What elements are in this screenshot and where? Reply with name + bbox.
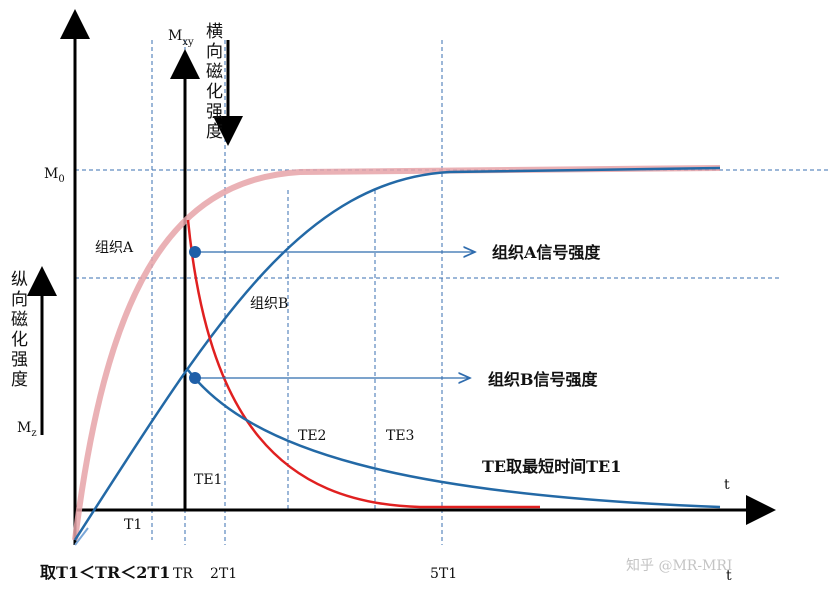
- signal-a-point: [189, 246, 201, 258]
- 5t1-label: 5T1: [430, 566, 457, 582]
- mxy-symbol: M: [168, 28, 182, 44]
- inner-t-label: t: [724, 477, 730, 493]
- origin-tick: [74, 527, 89, 546]
- longitudinal-label: 纵向磁化强度: [7, 270, 28, 390]
- tissue-a-recovery: [72, 165, 721, 541]
- guides: [75, 40, 829, 545]
- mz-symbol: M: [17, 420, 31, 436]
- curves: [72, 165, 721, 541]
- condition-label: 取T1＜TR＜2T1: [40, 563, 170, 582]
- tissue-a-label: 组织A: [95, 240, 134, 256]
- transverse-label: 横向磁化强度: [202, 22, 223, 142]
- te2-label: TE2: [298, 428, 326, 444]
- m0-subscript: 0: [58, 174, 64, 185]
- mz-subscript: z: [31, 428, 36, 439]
- mz-label: Mz: [17, 420, 37, 439]
- m0-label: M0: [44, 166, 65, 185]
- tissue-b-label: 组织B: [250, 296, 288, 312]
- signal-a-label: 组织A信号强度: [492, 243, 601, 262]
- signal-b-point: [189, 372, 201, 384]
- t1-label: T1: [124, 517, 142, 533]
- te-note: TE取最短时间TE1: [482, 457, 621, 476]
- m0-symbol: M: [44, 166, 58, 182]
- labels: Mxy 横向磁化强度 M0 组织A 组织A信号强度 组织B 组织B信号强度 纵向…: [7, 22, 732, 584]
- mxy-subscript: xy: [182, 37, 194, 48]
- tr-label: TR: [173, 566, 193, 582]
- tissue-b-recovery: [73, 166, 721, 541]
- tissue-b-decay: [187, 369, 721, 509]
- axes: [27, 9, 776, 546]
- tissue-a-decay: [186, 219, 540, 509]
- te3-label: TE3: [386, 428, 414, 444]
- te1-label: TE1: [194, 472, 222, 488]
- signal-b-label: 组织B信号强度: [488, 370, 599, 389]
- 2t1-label: 2T1: [210, 566, 237, 582]
- watermark: 知乎 @MR-MRI: [626, 557, 732, 574]
- outer-t-label: t: [726, 568, 732, 584]
- mxy-label: Mxy: [168, 28, 194, 48]
